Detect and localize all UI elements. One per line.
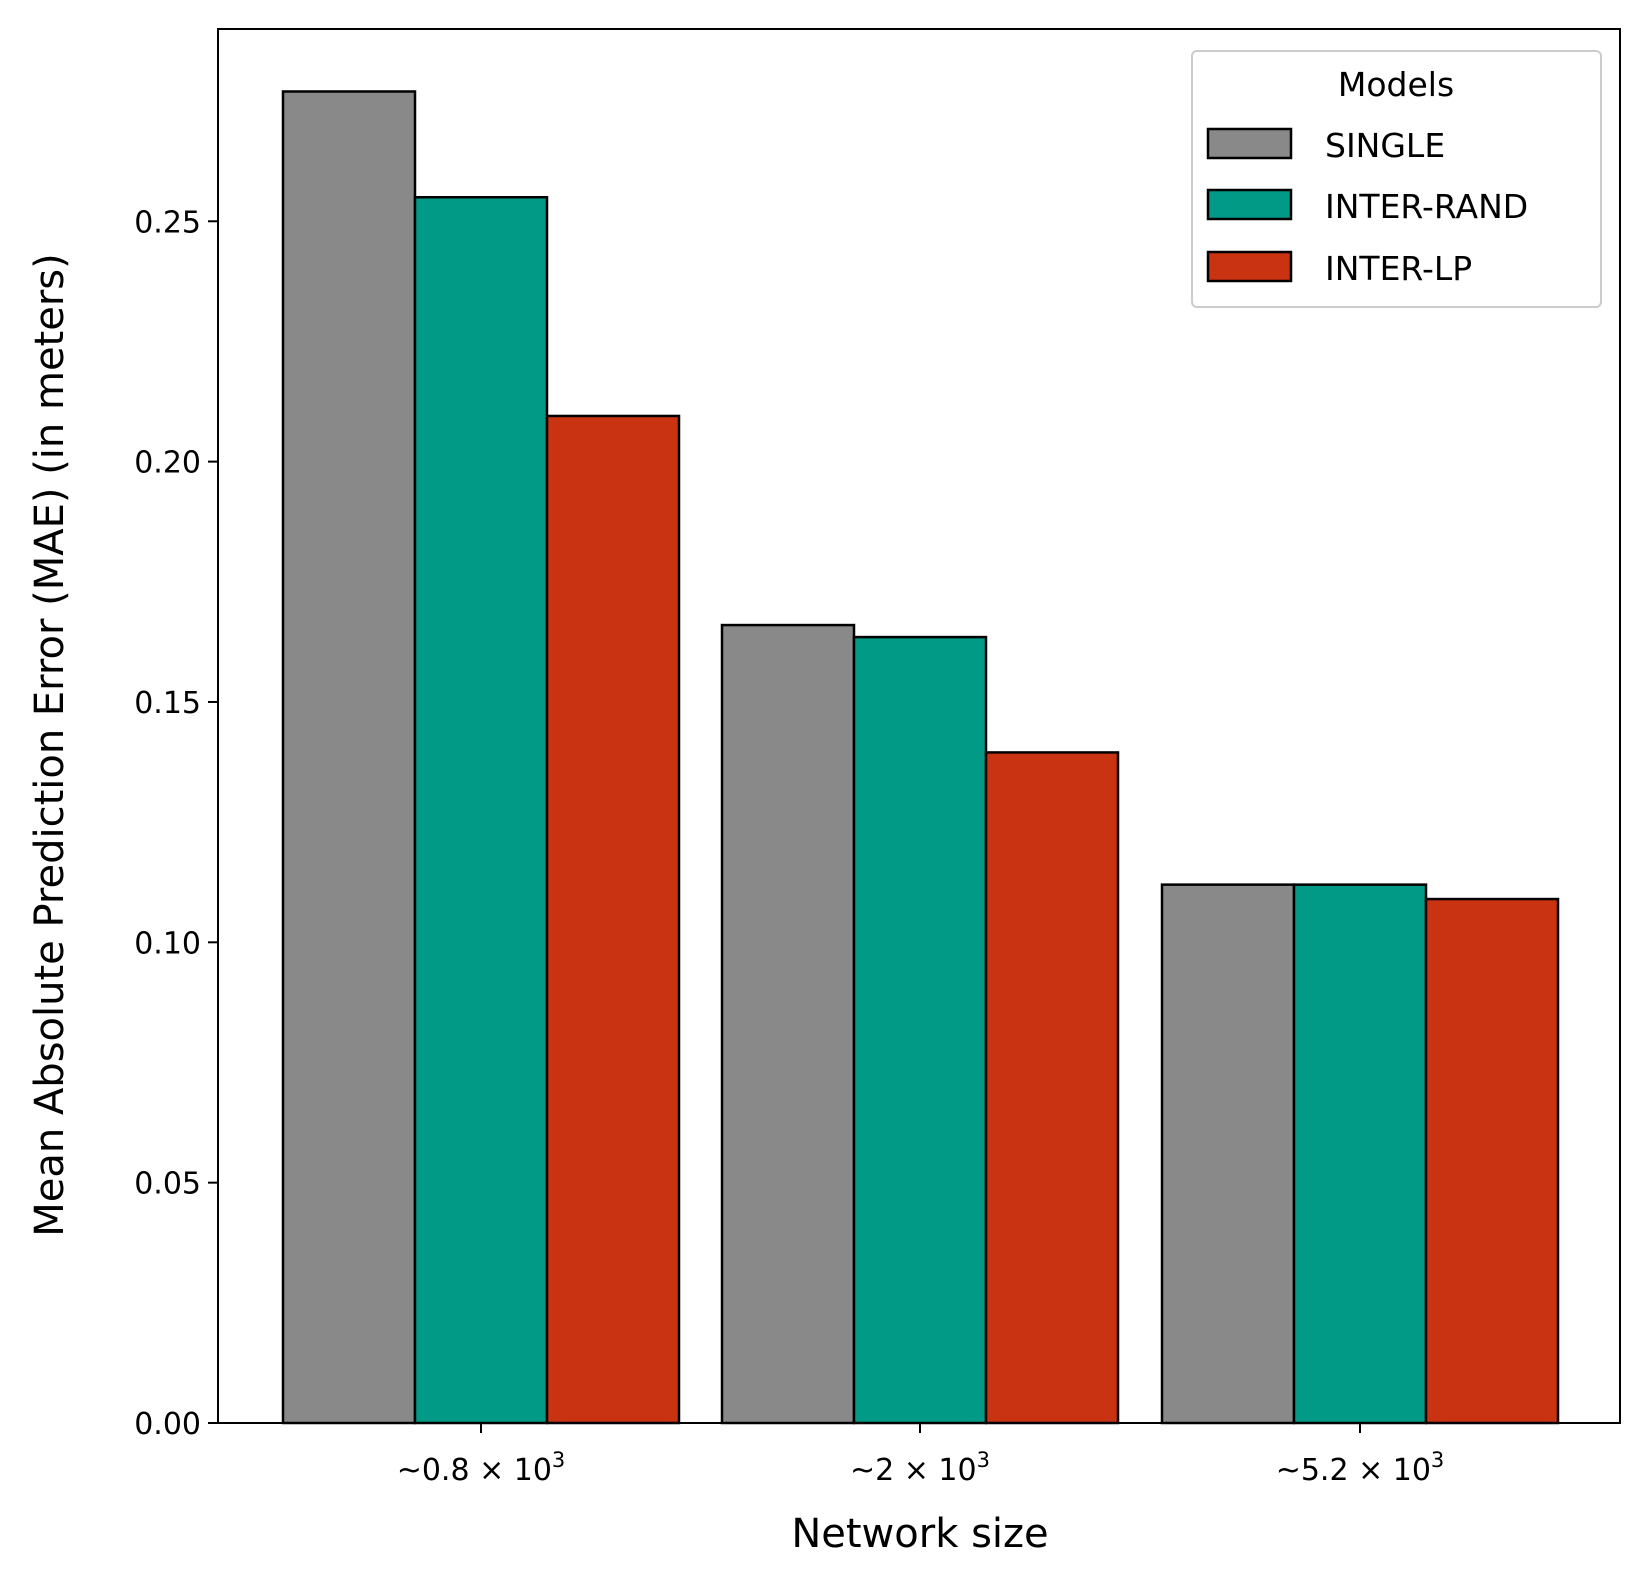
y-tick-label: 0.15 xyxy=(134,686,201,721)
legend-swatch-inter-rand xyxy=(1206,188,1293,221)
bar-inter-lp-group-1 xyxy=(545,414,681,1425)
bar-inter-rand-group-1 xyxy=(413,195,549,1425)
y-tick-label: 0.05 xyxy=(134,1167,201,1202)
legend-swatch-single xyxy=(1206,127,1293,160)
legend-label-single: SINGLE xyxy=(1325,126,1445,165)
legend-frame xyxy=(1191,50,1602,308)
y-axis-label: Mean Absolute Prediction Error (MAE) (in… xyxy=(27,253,73,1237)
y-tick-label: 0.25 xyxy=(134,205,201,240)
legend-label-inter-rand: INTER-RAND xyxy=(1325,187,1528,226)
y-tick-label: 0.20 xyxy=(134,446,201,481)
x-tick-label: ~5.2 × 103 xyxy=(1276,1448,1445,1488)
legend-title: Models xyxy=(1338,65,1454,104)
x-tick-label: ~0.8 × 103 xyxy=(397,1448,566,1488)
legend-swatch-inter-lp xyxy=(1206,250,1293,283)
bar-single-group-3 xyxy=(1160,883,1296,1425)
x-tick-label: ~2 × 103 xyxy=(850,1448,990,1488)
bar-inter-rand-group-3 xyxy=(1292,883,1428,1425)
legend: Models SINGLE INTER-RAND INTER-LP xyxy=(1191,50,1602,308)
bar-single-group-2 xyxy=(720,623,856,1425)
bar-inter-lp-group-3 xyxy=(1424,897,1560,1425)
x-axis-label: Network size xyxy=(791,1511,1048,1557)
bar-inter-lp-group-2 xyxy=(984,751,1120,1425)
bars-layer xyxy=(281,90,1560,1425)
legend-items: SINGLE INTER-RAND INTER-LP xyxy=(1206,126,1528,288)
y-tick-label: 0.00 xyxy=(134,1407,201,1442)
bar-single-group-1 xyxy=(281,90,417,1425)
y-tick-label: 0.10 xyxy=(134,926,201,961)
legend-label-inter-lp: INTER-LP xyxy=(1325,249,1472,288)
bar-inter-rand-group-2 xyxy=(852,635,988,1425)
ticks-layer: 0.00 0.05 0.10 0.15 0.20 0.25 ~0.8 × 103 ~2 × 1… xyxy=(134,205,1444,1488)
